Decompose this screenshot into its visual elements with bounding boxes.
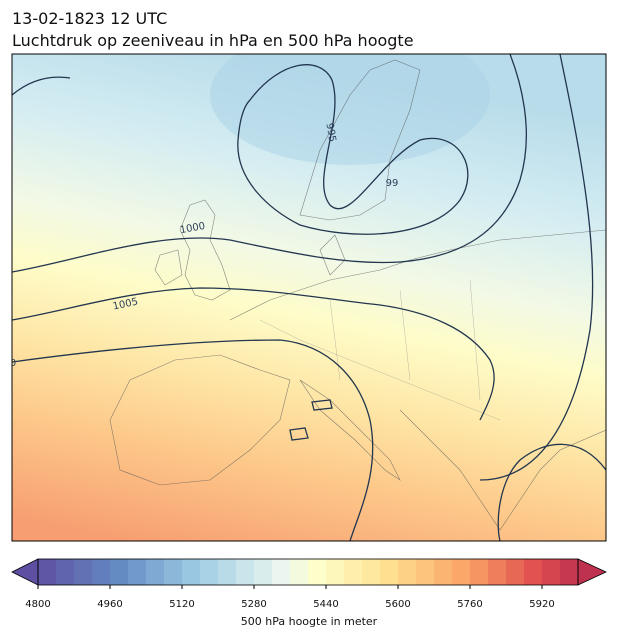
colorbar-cell xyxy=(74,559,93,585)
isobar xyxy=(479,54,594,481)
colorbar-cell xyxy=(524,559,543,585)
coastline xyxy=(399,409,606,531)
coastline xyxy=(179,199,231,301)
colorbar-cell xyxy=(308,559,327,585)
colorbar-tick-label: 4800 xyxy=(25,599,50,610)
colorbar-extend-high xyxy=(577,558,607,586)
contour-label: 1000 xyxy=(179,221,206,236)
title: 13-02-1823 12 UTC xyxy=(12,9,167,28)
coastline xyxy=(109,354,291,486)
colorbar-tick-label: 4960 xyxy=(97,599,122,610)
colorbar-cell xyxy=(506,559,525,585)
colorbar-cell xyxy=(344,559,363,585)
contour-label: 99 xyxy=(386,178,399,189)
colorbar-cell xyxy=(200,559,219,585)
isobar xyxy=(289,399,333,441)
colorbar-cell xyxy=(434,559,453,585)
contour-label: 0 xyxy=(10,358,16,369)
colorbar-cell xyxy=(542,559,561,585)
colorbar-cell xyxy=(38,559,57,585)
colorbar-cell xyxy=(92,559,111,585)
colorbar-cell xyxy=(164,559,183,585)
colorbar-cell xyxy=(254,559,273,585)
colorbar-frame xyxy=(37,558,579,586)
colorbar-cell xyxy=(110,559,129,585)
colorbar-cell xyxy=(560,559,579,585)
coastline xyxy=(299,59,421,221)
coastline xyxy=(229,229,606,321)
subtitle: Luchtdruk op zeeniveau in hPa en 500 hPa… xyxy=(12,31,414,50)
colorbar-tick-label: 5280 xyxy=(241,599,266,610)
isobar xyxy=(12,76,71,96)
colorbar-cell xyxy=(236,559,255,585)
map: 995 1000 1005 99 0 xyxy=(10,54,606,541)
colorbar-cell xyxy=(182,559,201,585)
colorbar-cell xyxy=(362,559,381,585)
colorbar-cell xyxy=(452,559,471,585)
colorbar-cell xyxy=(290,559,309,585)
isobar xyxy=(12,54,527,273)
colorbar: 4800 4960 5120 5280 5440 5600 5760 5920 xyxy=(11,558,607,610)
colorbar-cell xyxy=(326,559,345,585)
colorbar-cell xyxy=(470,559,489,585)
colorbar-cell xyxy=(128,559,147,585)
colorbar-tick-label: 5440 xyxy=(313,599,338,610)
colorbar-cell xyxy=(488,559,507,585)
colorbar-tick-label: 5920 xyxy=(529,599,554,610)
colorbar-tick-label: 5600 xyxy=(385,599,410,610)
low-core xyxy=(210,54,490,165)
colorbar-cell xyxy=(56,559,75,585)
coastline xyxy=(299,379,401,481)
isobar xyxy=(12,287,495,421)
map-frame xyxy=(11,53,607,542)
contour-label: 995 xyxy=(323,122,337,143)
colorbar-label: 500 hPa hoogte in meter xyxy=(241,615,378,628)
colorbar-cell xyxy=(380,559,399,585)
isobar xyxy=(497,443,606,541)
border xyxy=(259,279,501,421)
isobar xyxy=(237,64,469,235)
colorbar-cell xyxy=(272,559,291,585)
contour-label: 1005 xyxy=(112,297,139,313)
colorbar-cell xyxy=(416,559,435,585)
colorbar-tick-label: 5120 xyxy=(169,599,194,610)
coastline xyxy=(154,249,183,286)
colorbar-extend-low xyxy=(11,558,39,586)
colorbar-cell xyxy=(146,559,165,585)
colorbar-tick-label: 5760 xyxy=(457,599,482,610)
colorbar-cell xyxy=(398,559,417,585)
colorbar-cell xyxy=(218,559,237,585)
isobar xyxy=(12,339,374,541)
